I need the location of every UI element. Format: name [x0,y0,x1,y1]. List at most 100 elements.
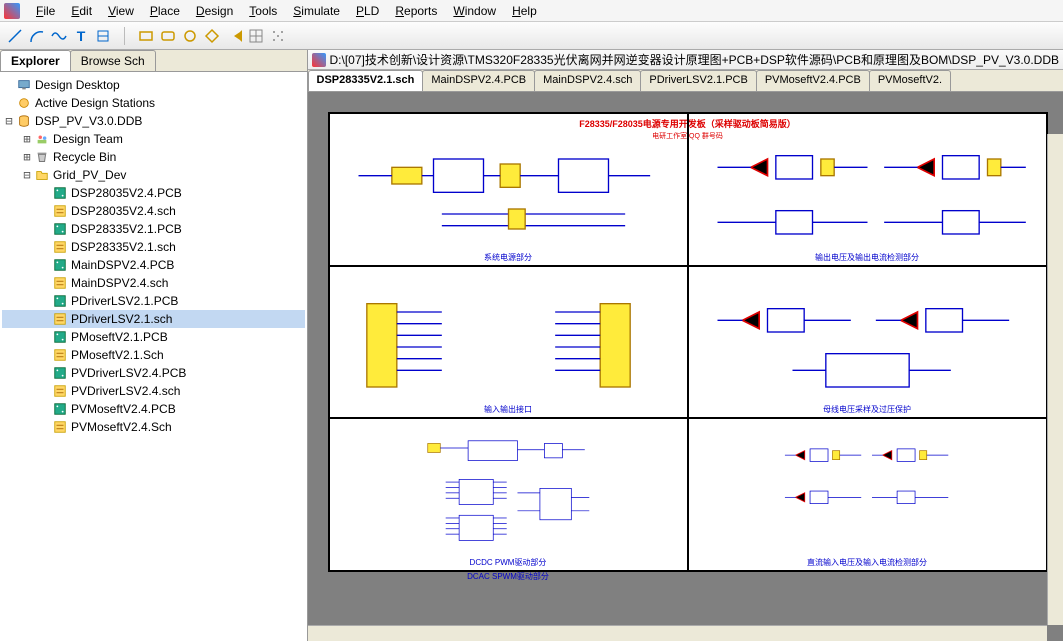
expand-icon[interactable]: ⊞ [20,150,34,164]
tree-item-label: Grid_PV_Dev [53,168,126,182]
pcb-icon [52,257,68,273]
schematic-cell: 直流输入电压及输入电流检测部分 [688,418,1047,571]
tool-dots[interactable] [269,27,287,45]
tool-arc[interactable] [28,27,46,45]
toolbar: T [0,22,1063,50]
sch-icon [52,347,68,363]
menu-tools[interactable]: Tools [241,2,285,20]
sch-icon [52,203,68,219]
tree-item-label: PDriverLSV2.1.sch [71,312,172,326]
cell-label: 系统电源部分 [484,252,532,263]
tree-item[interactable]: PDriverLSV2.1.sch [2,310,305,328]
tree-item[interactable]: ⊟ Grid_PV_Dev [2,166,305,184]
desktop-icon [16,77,32,93]
tree-item-label: MainDSPV2.4.PCB [71,258,174,272]
menu-reports[interactable]: Reports [387,2,445,20]
tree-item-label: Active Design Stations [35,96,155,110]
tree-item[interactable]: DSP28335V2.1.sch [2,238,305,256]
menu-place[interactable]: Place [142,2,188,20]
tree-item[interactable]: ⊞ Recycle Bin [2,148,305,166]
menu-pld[interactable]: PLD [348,2,387,20]
tool-pac[interactable] [225,27,243,45]
tab-browse-sch[interactable]: Browse Sch [70,50,156,71]
document-area: D:\[07]技术创新\设计资源\TMS320F28335光伏离网并网逆变器设计… [308,50,1063,641]
cell-label-extra: DCAC SPWM驱动部分 [467,571,549,582]
tree-item[interactable]: Design Desktop [2,76,305,94]
tree-item-label: Design Desktop [35,78,120,92]
tree-item-label: DSP28335V2.1.PCB [71,222,182,236]
tree-item-label: DSP_PV_V3.0.DDB [35,114,142,128]
tree-item[interactable]: MainDSPV2.4.PCB [2,256,305,274]
tool-grid[interactable] [247,27,265,45]
menu-view[interactable]: View [100,2,142,20]
tree-item-label: PVMoseftV2.4.Sch [71,420,172,434]
tree-item[interactable]: PMoseftV2.1.PCB [2,328,305,346]
project-tree[interactable]: Design Desktop Active Design Stations ⊟ DSP… [0,72,307,641]
tab-explorer[interactable]: Explorer [0,50,71,71]
doc-tab[interactable]: MainDSPV2.4.sch [534,70,641,91]
doc-tab[interactable]: DSP28335V2.1.sch [308,70,424,91]
tree-item[interactable]: ⊟ DSP_PV_V3.0.DDB [2,112,305,130]
schematic-canvas[interactable]: F28335/F28035电源专用开发板（采样驱动板简易版） 电研工作室 QQ … [308,92,1063,641]
tree-item[interactable]: PVMoseftV2.4.Sch [2,418,305,436]
menu-simulate[interactable]: Simulate [285,2,348,20]
app-icon [312,53,326,67]
tool-circle[interactable] [181,27,199,45]
tree-item-label: PMoseftV2.1.Sch [71,348,164,362]
tree-item[interactable]: DSP28035V2.4.sch [2,202,305,220]
tree-item[interactable]: PVMoseftV2.4.PCB [2,400,305,418]
doc-tab[interactable]: PVMoseftV2. [869,70,951,91]
tree-item[interactable]: ⊞ Design Team [2,130,305,148]
menu-edit[interactable]: Edit [63,2,100,20]
doc-tab[interactable]: PDriverLSV2.1.PCB [640,70,756,91]
sch-icon [52,239,68,255]
explorer-panel: Explorer Browse Sch Design Desktop Active… [0,50,308,641]
tree-item[interactable]: DSP28035V2.4.PCB [2,184,305,202]
vertical-scrollbar[interactable] [1047,134,1063,625]
tool-rect[interactable] [137,27,155,45]
tool-line[interactable] [6,27,24,45]
tool-sine[interactable] [50,27,68,45]
tool-place[interactable] [94,27,112,45]
tool-rrect[interactable] [159,27,177,45]
tree-item-label: MainDSPV2.4.sch [71,276,168,290]
pcb-icon [52,365,68,381]
menu-file[interactable]: File [28,2,63,20]
expand-icon[interactable]: ⊞ [20,132,34,146]
station-icon [16,95,32,111]
toolbar-separator [124,27,125,45]
doc-tab[interactable]: PVMoseftV2.4.PCB [756,70,870,91]
schematic-cell: 输入输出接口 [329,266,688,419]
collapse-icon[interactable]: ⊟ [20,168,34,182]
tree-item[interactable]: PVDriverLSV2.4.PCB [2,364,305,382]
bin-icon [34,149,50,165]
team-icon [34,131,50,147]
menu-design[interactable]: Design [188,2,241,20]
schematic-sheet: F28335/F28035电源专用开发板（采样驱动板简易版） 电研工作室 QQ … [328,112,1048,572]
menu-window[interactable]: Window [445,2,504,20]
tool-text[interactable]: T [72,27,90,45]
pcb-icon [52,329,68,345]
tree-item-label: Recycle Bin [53,150,116,164]
pcb-icon [52,221,68,237]
tree-item[interactable]: PDriverLSV2.1.PCB [2,292,305,310]
tree-item-label: DSP28035V2.4.PCB [71,186,182,200]
pcb-icon [52,185,68,201]
doc-tab[interactable]: MainDSPV2.4.PCB [422,70,535,91]
tree-item[interactable]: PMoseftV2.1.Sch [2,346,305,364]
document-tabs: DSP28335V2.1.schMainDSPV2.4.PCBMainDSPV2… [308,70,1063,92]
menu-help[interactable]: Help [504,2,545,20]
horizontal-scrollbar[interactable] [308,625,1048,641]
tree-item-label: PDriverLSV2.1.PCB [71,294,178,308]
tool-poly[interactable] [203,27,221,45]
tree-item[interactable]: Active Design Stations [2,94,305,112]
toolbar-group-draw: T [6,27,112,45]
tree-item[interactable]: DSP28335V2.1.PCB [2,220,305,238]
db-icon [16,113,32,129]
tree-item-label: Design Team [53,132,123,146]
tree-item[interactable]: PVDriverLSV2.4.sch [2,382,305,400]
collapse-icon[interactable]: ⊟ [2,114,16,128]
menu-bar: FileEditViewPlaceDesignToolsSimulatePLDR… [0,0,1063,22]
tree-item[interactable]: MainDSPV2.4.sch [2,274,305,292]
cell-label: 直流输入电压及输入电流检测部分 [807,557,927,568]
